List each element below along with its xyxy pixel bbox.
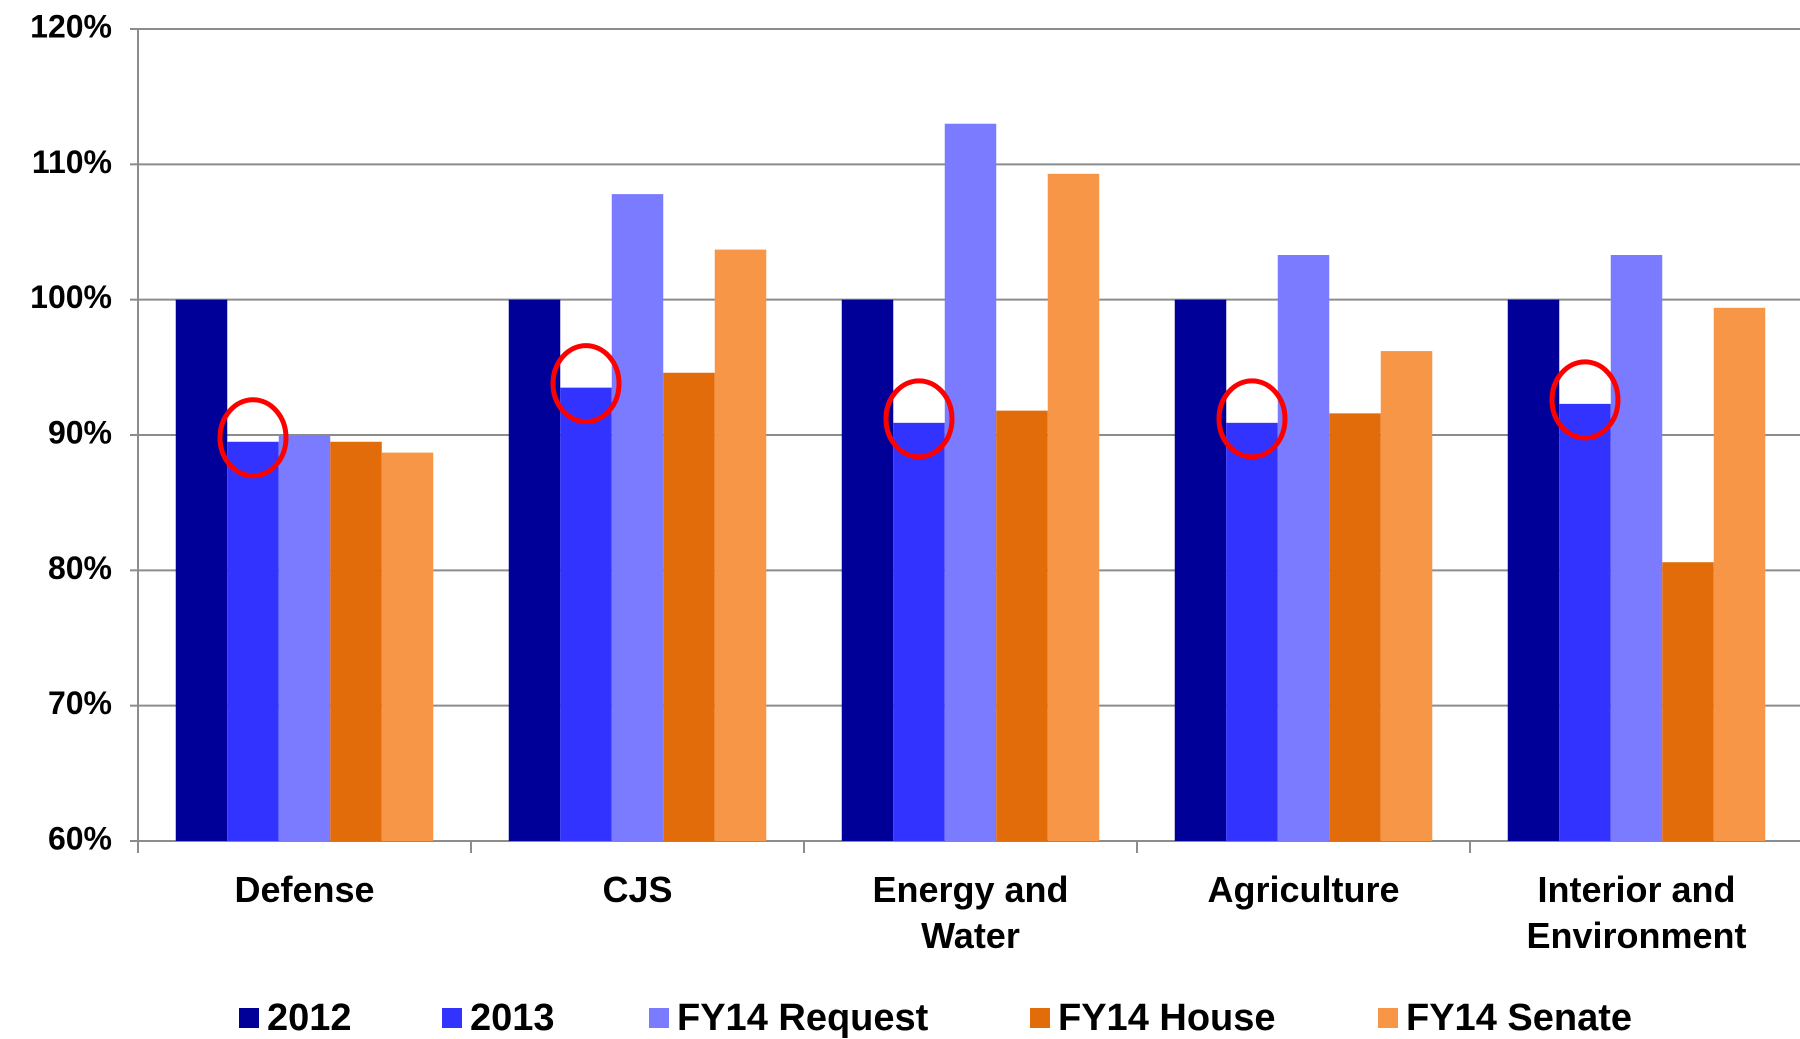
highlight-circle — [1549, 359, 1621, 441]
y-tick-label: 100% — [30, 279, 112, 315]
x-tick-label: Agriculture — [1207, 869, 1400, 910]
bar — [560, 387, 612, 841]
bar — [175, 299, 228, 842]
legend-swatch — [442, 1008, 462, 1028]
bar — [1662, 562, 1714, 841]
bar — [1329, 413, 1381, 841]
legend-label: FY14 House — [1058, 997, 1276, 1039]
y-tick-label: 80% — [48, 550, 112, 586]
y-tick-label: 110% — [32, 144, 112, 180]
highlight-circle — [1216, 378, 1288, 460]
highlight-circle — [550, 343, 622, 425]
legend-swatch — [239, 1008, 259, 1028]
bar — [278, 435, 331, 841]
y-tick-label: 90% — [48, 414, 112, 450]
legend-swatch — [649, 1008, 669, 1028]
legend-swatch — [1378, 1008, 1398, 1028]
bar — [1226, 422, 1278, 841]
bar — [714, 249, 767, 842]
bar — [330, 441, 382, 841]
x-tick-label: Interior and Environment — [1526, 869, 1747, 956]
bar — [1047, 173, 1100, 842]
legend-label: 2012 — [267, 997, 352, 1039]
highlight-circle — [217, 397, 289, 479]
y-tick-label: 60% — [48, 820, 112, 856]
x-tick-label: CJS — [602, 869, 673, 910]
y-tick-label: 120% — [30, 8, 112, 44]
bar — [1559, 403, 1611, 841]
x-tick-label: Energy and Water — [872, 869, 1069, 956]
bar — [663, 372, 715, 841]
bar — [1174, 299, 1227, 842]
bar — [1380, 351, 1433, 841]
legend-label: FY14 Senate — [1406, 997, 1632, 1039]
bar — [1713, 307, 1766, 842]
legend-label: FY14 Request — [677, 997, 929, 1039]
bar — [227, 441, 279, 841]
bar — [841, 299, 894, 842]
bar — [1610, 255, 1663, 842]
bar — [944, 123, 997, 841]
y-tick-label: 70% — [48, 685, 112, 721]
legend-swatch — [1030, 1008, 1050, 1028]
bar — [1507, 299, 1560, 842]
legend-label: 2013 — [470, 997, 555, 1039]
bar — [893, 422, 945, 841]
bar — [381, 452, 434, 841]
highlight-circle — [883, 378, 955, 460]
x-tick-label: Defense — [234, 869, 375, 910]
bar — [996, 410, 1048, 841]
bar — [1277, 255, 1330, 842]
bar — [611, 194, 664, 841]
